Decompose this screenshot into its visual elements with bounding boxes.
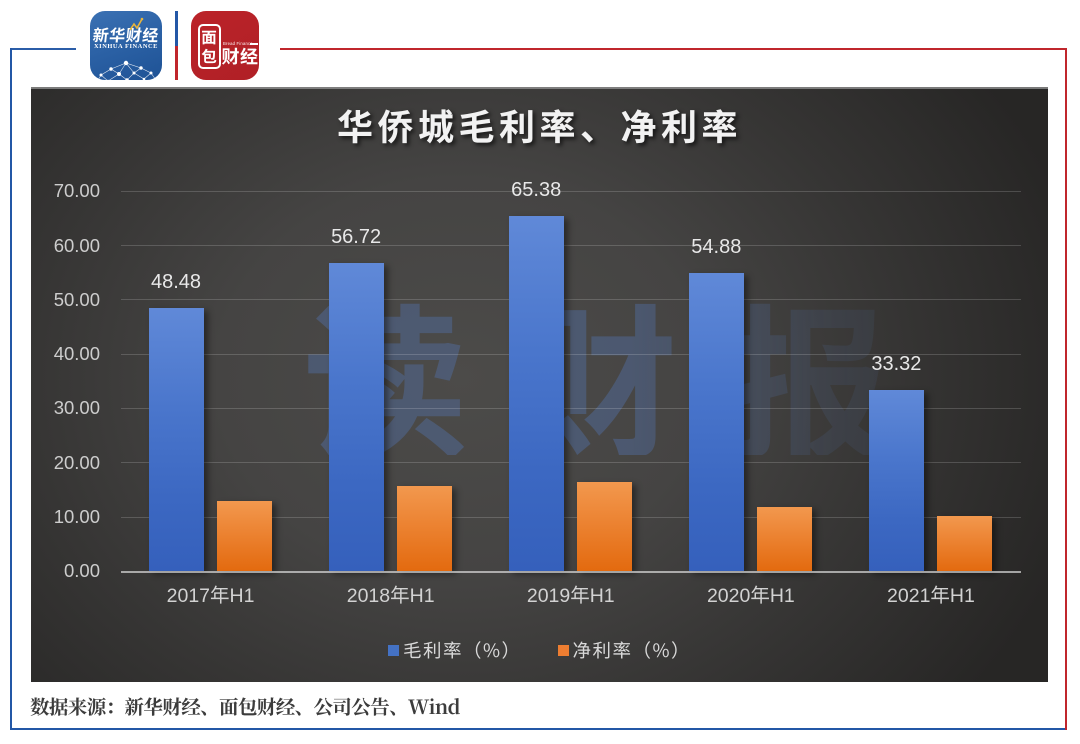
frame-bottom-blue — [10, 727, 1067, 730]
bread-logo-dash — [250, 43, 258, 45]
legend-swatch-net-margin — [557, 644, 569, 656]
bread-logo-seal-char-bottom: 包 — [201, 44, 217, 67]
gridline-50 — [120, 299, 1021, 301]
chart-area: 华侨城毛利率、净利率 读财报 0.00 10.00 20.00 30.00 40.00 5… — [31, 87, 1048, 682]
xinhua-logo-constellation-icon — [97, 60, 158, 80]
y-tick-label-70: 70.00 — [53, 180, 100, 202]
legend-label-net-margin: 净利率（%） — [572, 637, 692, 663]
y-tick-label-10: 10.00 — [53, 506, 100, 527]
bread-logo-name: 财经 — [221, 43, 259, 69]
gridline-30 — [120, 407, 1021, 410]
category-label-2018: 2018年H1 — [346, 584, 435, 607]
logo-divider-blue-half — [175, 11, 178, 47]
gridline-60 — [120, 245, 1021, 247]
gridline-70 — [120, 190, 1021, 192]
bar-net-margin-2021 — [937, 515, 993, 572]
legend-item-gross-margin: 毛利率（%） — [387, 637, 522, 663]
category-label-2017: 2017年H1 — [166, 584, 255, 607]
bread-logo-seal: 面 包 — [197, 24, 221, 69]
bar-net-margin-2017 — [217, 500, 272, 572]
chart-title: 华侨城毛利率、净利率 — [336, 99, 742, 151]
bar-gross-margin-2020 — [688, 273, 744, 572]
frame-right-red — [1064, 47, 1067, 730]
frame-left-blue — [10, 47, 13, 730]
y-tick-label-20: 20.00 — [53, 451, 100, 473]
bread-logo-subtitle: Bread Finance — [223, 41, 253, 46]
data-label-gross-margin-2017: 48.48 — [150, 271, 202, 294]
bar-gross-margin-2018 — [328, 263, 384, 572]
bar-gross-margin-2019 — [508, 216, 564, 572]
watermark-text: 读财报 — [303, 253, 933, 492]
xinhua-logo-trend-icon — [129, 17, 144, 31]
data-label-gross-margin-2019: 65.38 — [511, 179, 562, 202]
y-tick-label-50: 50.00 — [53, 288, 100, 310]
y-tick-label-30: 30.00 — [53, 397, 100, 419]
bar-net-margin-2020 — [757, 506, 813, 572]
top-rule-blue-segment — [10, 47, 76, 50]
logo-divider — [175, 11, 178, 80]
bread-finance-logo: 面 包 Bread Finance 财经 — [191, 11, 259, 80]
bread-logo-seal-char-top: 面 — [201, 25, 217, 48]
logo-divider-red-half — [175, 46, 178, 80]
x-axis-line — [120, 570, 1021, 573]
legend-item-net-margin: 净利率（%） — [557, 637, 692, 663]
y-tick-label-0: 0.00 — [63, 560, 100, 582]
chart-top-edge — [31, 87, 1048, 89]
top-rule-red-segment — [280, 47, 1067, 50]
xinhua-finance-logo: 新华财经 XINHUA FINANCE — [90, 11, 162, 80]
gridline-40 — [120, 353, 1021, 355]
gridline-20 — [120, 462, 1021, 464]
xinhua-logo-english-text: XINHUA FINANCE — [94, 42, 158, 50]
gridline-10 — [120, 516, 1021, 518]
bar-gross-margin-2021 — [868, 390, 924, 572]
data-label-gross-margin-2018: 56.72 — [331, 226, 382, 249]
data-label-gross-margin-2021: 33.32 — [871, 353, 922, 376]
legend-label-gross-margin: 毛利率（%） — [402, 637, 522, 663]
bar-net-margin-2019 — [577, 481, 633, 572]
bar-net-margin-2018 — [397, 486, 453, 572]
data-source-note: 数据来源：新华财经、面包财经、公司公告、Wind — [30, 692, 460, 720]
legend-swatch-gross-margin — [387, 644, 399, 656]
y-tick-label-40: 40.00 — [53, 343, 100, 365]
chart-legend: 毛利率（%） 净利率（%） — [31, 637, 1048, 663]
category-label-2020: 2020年H1 — [706, 584, 795, 607]
category-label-2019: 2019年H1 — [526, 584, 615, 607]
y-tick-label-60: 60.00 — [53, 234, 100, 256]
category-label-2021: 2021年H1 — [887, 584, 975, 607]
data-label-gross-margin-2020: 54.88 — [691, 236, 742, 259]
bar-gross-margin-2017 — [148, 308, 204, 572]
